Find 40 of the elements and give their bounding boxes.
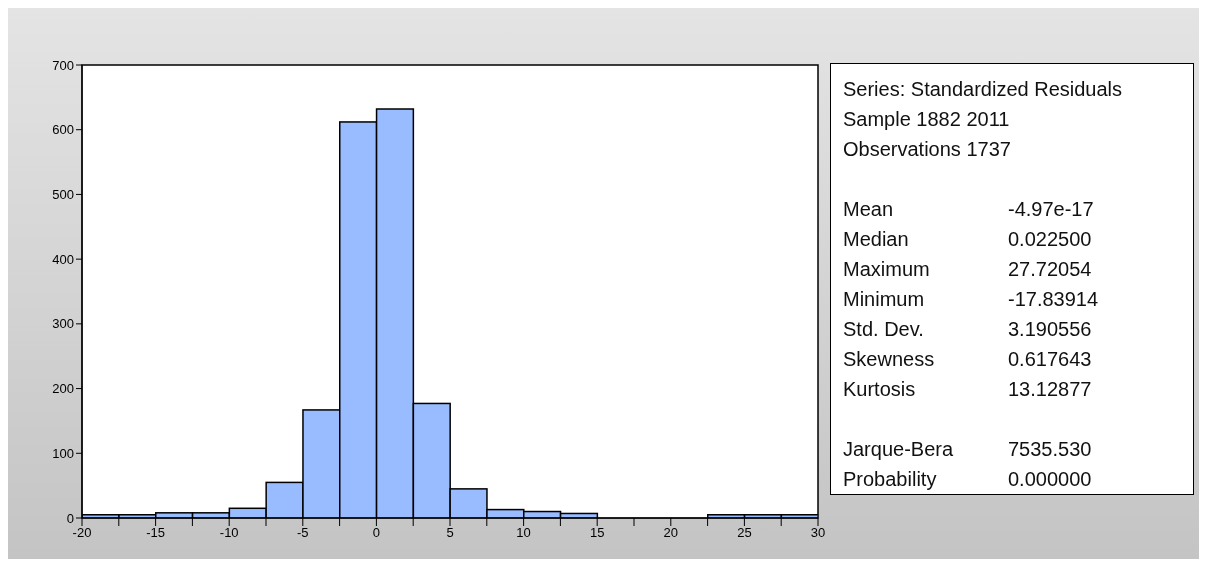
text: 0.000000 bbox=[1008, 467, 1092, 492]
text: 13.12877 bbox=[1008, 377, 1092, 402]
x-tick-label: 0 bbox=[372, 525, 381, 541]
x-tick-label: 20 bbox=[663, 525, 679, 541]
text: Median bbox=[843, 227, 910, 252]
x-tick-label: -5 bbox=[297, 525, 309, 541]
y-tick-label: 0 bbox=[66, 510, 74, 526]
x-tick-label: 30 bbox=[810, 525, 826, 541]
x-tick-label: -20 bbox=[72, 525, 92, 541]
x-tick-label: -10 bbox=[219, 525, 239, 541]
text: 0.022500 bbox=[1008, 227, 1092, 252]
x-tick-label: 10 bbox=[516, 525, 531, 541]
y-tick-label: 400 bbox=[52, 251, 74, 267]
y-tick-label: 700 bbox=[52, 57, 74, 73]
y-tick-label: 200 bbox=[52, 381, 74, 397]
y-tick-label: 500 bbox=[52, 187, 74, 203]
text: Observations 1737 bbox=[843, 137, 1012, 162]
text: Mean bbox=[843, 197, 895, 222]
text: Maximum bbox=[843, 257, 931, 282]
x-tick-label: 5 bbox=[446, 525, 454, 541]
text: -17.83914 bbox=[1008, 287, 1099, 312]
text: 27.72054 bbox=[1008, 257, 1092, 282]
text: 0.617643 bbox=[1008, 347, 1092, 372]
x-tick-label: 15 bbox=[589, 525, 605, 541]
text: Jarque-Bera bbox=[843, 437, 955, 462]
text: Probability bbox=[843, 467, 938, 492]
y-tick-label: 300 bbox=[52, 316, 74, 332]
text: 7535.530 bbox=[1008, 437, 1092, 462]
y-tick-label: 100 bbox=[52, 445, 74, 461]
x-tick-label: 25 bbox=[737, 525, 752, 541]
text: Minimum bbox=[843, 287, 926, 312]
text: Sample 1882 2011 bbox=[843, 107, 1011, 132]
x-tick-label: -15 bbox=[146, 525, 165, 541]
text: Kurtosis bbox=[843, 377, 917, 402]
text: -4.97e-17 bbox=[1008, 197, 1094, 222]
text: Skewness bbox=[843, 347, 936, 372]
y-tick-label: 600 bbox=[52, 122, 74, 138]
text: 3.190556 bbox=[1008, 317, 1092, 342]
text: Series: Standardized Residuals bbox=[843, 77, 1124, 102]
text: Std. Dev. bbox=[843, 317, 925, 342]
